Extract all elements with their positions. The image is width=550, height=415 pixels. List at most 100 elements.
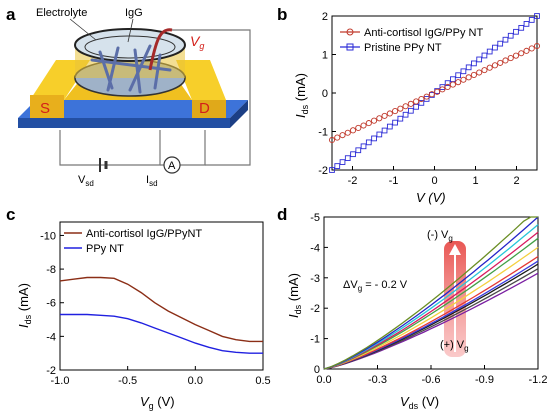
chart-b-point bbox=[360, 143, 367, 150]
panel-label-b: b bbox=[277, 5, 287, 24]
chart-b-ytick-label: -2 bbox=[318, 165, 328, 177]
chart-d-series-line bbox=[323, 216, 539, 370]
chart-b-point bbox=[486, 64, 493, 71]
chart-b-point bbox=[497, 59, 504, 66]
circuit-wire bbox=[59, 130, 161, 166]
chart-c-frame bbox=[59, 221, 264, 371]
chart-b-point bbox=[465, 74, 472, 81]
chart-b-point bbox=[381, 127, 388, 134]
chart-b-point bbox=[518, 24, 525, 31]
chart-b-point bbox=[355, 147, 362, 154]
chart-b-point bbox=[502, 36, 509, 43]
chart-c-ytick-label: -4 bbox=[46, 331, 56, 343]
chart-b-point bbox=[418, 100, 425, 106]
chart-b-point bbox=[339, 159, 346, 165]
chart-b-point bbox=[328, 136, 336, 144]
chart-b-xtick-label: -1 bbox=[389, 175, 399, 187]
chart-c-xtick-label: 0.5 bbox=[255, 375, 270, 387]
chart-b-point bbox=[528, 17, 535, 23]
chart-b-point bbox=[344, 155, 351, 162]
chart-b-point bbox=[512, 52, 520, 59]
chart-d-series-line bbox=[323, 231, 539, 370]
vg-label: Vg bbox=[190, 33, 204, 51]
chart-d-xlabel: Vds (V) bbox=[400, 394, 439, 411]
annotation-delta-vg: ΔVg = - 0.2 V bbox=[343, 279, 408, 293]
chart-b-point bbox=[465, 64, 472, 71]
chart-c-ytick-label: -8 bbox=[46, 264, 56, 276]
legend-b-label-0: Anti-cortisol IgG/PPy NT bbox=[364, 27, 483, 39]
chart-c-series-ppy bbox=[60, 313, 263, 354]
chart-b-point bbox=[476, 69, 483, 76]
legend-b-marker-1 bbox=[346, 43, 354, 51]
chart-c-ytick-label: -6 bbox=[46, 298, 56, 310]
chart-b-point bbox=[470, 71, 477, 78]
chart-b-xtick-label: 1 bbox=[472, 175, 478, 187]
legend-b-marker-0 bbox=[346, 28, 354, 36]
chart-b-point bbox=[491, 62, 498, 69]
chart-b-point bbox=[407, 107, 414, 114]
gate-wire bbox=[172, 29, 251, 166]
chart-b-point bbox=[402, 103, 409, 110]
chart-b-point bbox=[392, 108, 399, 115]
chart-b-point bbox=[444, 83, 451, 91]
chart-b-point bbox=[476, 56, 483, 63]
chart-b-point bbox=[407, 100, 414, 107]
chart-d-xtick-label: -0.9 bbox=[475, 374, 494, 386]
source-pad bbox=[30, 95, 64, 118]
chart-d-ytick-label: -2 bbox=[310, 303, 320, 315]
drain-electrode-top bbox=[176, 60, 226, 100]
chart-b-point bbox=[397, 115, 404, 122]
chart-d-series-group bbox=[323, 216, 539, 370]
vsd-label: Vsd bbox=[78, 174, 94, 188]
chart-b-point bbox=[360, 122, 367, 129]
chart-d-series-line bbox=[323, 255, 539, 370]
chart-c-xtick-label: -0.5 bbox=[118, 375, 137, 387]
chart-b-point bbox=[471, 60, 477, 67]
chart-b-ylabel: Ids (mA) bbox=[293, 73, 310, 118]
chart-b-point bbox=[329, 167, 335, 173]
chart-b-point bbox=[376, 115, 383, 122]
legend-b-label-1: Pristine PPy NT bbox=[364, 42, 442, 54]
chart-c-ylabel: Ids (mA) bbox=[16, 283, 33, 328]
chart-b-xlabel: V (V) bbox=[416, 190, 446, 205]
chart-d-ytick-label: -1 bbox=[310, 334, 320, 346]
chart-c-xtick-label: 0.0 bbox=[188, 375, 203, 387]
igg-label: IgG bbox=[125, 7, 143, 19]
chart-b-ytick-label: -1 bbox=[318, 127, 328, 139]
chart-d: 0.0 -0.3 -0.6 -0.9 -1.2 -5 -4 -3 -2 -1 0 (-) Vg ΔV… bbox=[286, 212, 547, 411]
chart-b-point bbox=[523, 47, 530, 54]
gate-electrode bbox=[148, 28, 173, 71]
electrolyte-pointer bbox=[69, 18, 97, 41]
chart-b-point bbox=[350, 151, 356, 158]
chart-c-xtick-label: -1.0 bbox=[51, 375, 70, 387]
chart-d-xtick-label: -0.3 bbox=[368, 374, 387, 386]
source-label: S bbox=[40, 100, 50, 117]
gate-sweep-arrow-icon bbox=[449, 244, 461, 255]
annotation-pos-vg: (+) Vg bbox=[440, 339, 469, 353]
chart-c-series-igg bbox=[59, 276, 263, 343]
chart-b-point bbox=[423, 93, 430, 100]
chart-b-point bbox=[439, 86, 446, 93]
chart-b-xtick-label: -2 bbox=[348, 175, 358, 187]
chart-b-point bbox=[497, 40, 504, 47]
chart-b-point bbox=[502, 57, 509, 64]
chart-b-point bbox=[365, 139, 372, 146]
isd-label: Isd bbox=[146, 174, 158, 188]
igg-pointer bbox=[127, 18, 134, 43]
chart-b-point bbox=[434, 88, 441, 95]
panel-label-c: c bbox=[6, 205, 15, 224]
substrate-top bbox=[18, 100, 248, 118]
chart-b-ytick-label: 1 bbox=[322, 50, 328, 62]
chart-b-point bbox=[397, 105, 404, 112]
chart-b-point bbox=[371, 117, 378, 124]
annotation-neg-vg: (-) Vg bbox=[427, 229, 453, 243]
chart-b-point bbox=[486, 48, 493, 55]
chart-b-point bbox=[339, 132, 346, 139]
chart-b-point bbox=[450, 76, 456, 83]
substrate-side bbox=[230, 100, 248, 128]
chart-b-point bbox=[460, 68, 467, 75]
electrolyte-inner-ring bbox=[84, 35, 176, 59]
drain-electrode-front bbox=[192, 100, 226, 118]
